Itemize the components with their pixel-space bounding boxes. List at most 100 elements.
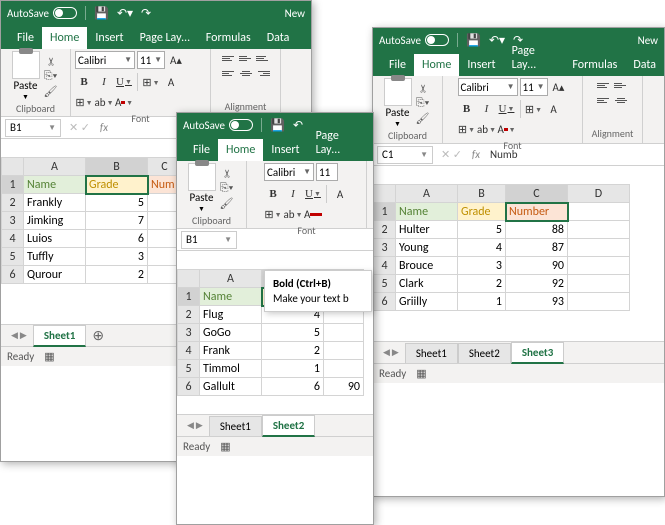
autosave-toggle[interactable] xyxy=(53,7,77,19)
font-color-button[interactable]: A xyxy=(304,205,322,223)
align-left-icon[interactable] xyxy=(221,66,237,80)
tab-insert[interactable]: Insert xyxy=(459,54,503,76)
save-icon[interactable]: 💾 xyxy=(94,6,109,21)
copy-icon[interactable]: ⎘▾ xyxy=(218,181,236,195)
fn-buttons[interactable]: ✕ ✓ xyxy=(65,121,94,134)
cut-icon[interactable]: ✂ xyxy=(414,81,432,95)
tab-pagelayout[interactable]: Page Lay… xyxy=(132,27,198,49)
redo-icon[interactable]: ↷ xyxy=(141,6,151,21)
undo-icon[interactable]: ↶▾ xyxy=(117,6,133,21)
fx-icon[interactable]: fx xyxy=(466,148,486,161)
format-painter-icon[interactable]: 🖌 xyxy=(218,196,236,210)
font-name-select[interactable]: Calibri▼ xyxy=(458,78,518,96)
tab-formulas[interactable]: Formulas xyxy=(564,54,625,76)
tab-pagelayout[interactable]: Page Lay… xyxy=(504,40,565,76)
cut-icon[interactable]: ✂ xyxy=(218,166,236,180)
font-color-button[interactable]: A▼ xyxy=(115,93,133,111)
tab-home[interactable]: Home xyxy=(218,139,263,161)
tab-home[interactable]: Home xyxy=(414,54,459,76)
bold-button[interactable]: B xyxy=(264,185,282,203)
paste-button[interactable]: Paste ▼ xyxy=(12,51,40,101)
save-icon[interactable]: 💾 xyxy=(270,118,285,133)
tab-file[interactable]: File xyxy=(185,139,218,161)
highlight-button[interactable]: ab▼ xyxy=(284,205,302,223)
name-box[interactable]: B1▼ xyxy=(5,119,61,137)
excel-window-2: AutoSave 💾 ↶ File Home Insert Page Lay… … xyxy=(176,112,374,525)
nav-prev-icon[interactable]: ◀ xyxy=(11,330,18,341)
font-name-select[interactable]: Calibri▼ xyxy=(75,51,135,69)
autosave[interactable]: AutoSave xyxy=(183,119,253,132)
underline-button[interactable]: U▼ xyxy=(115,73,133,91)
tab-pagelayout[interactable]: Page Lay… xyxy=(308,125,373,161)
paste-icon xyxy=(12,51,40,79)
undo-icon[interactable]: ↶ xyxy=(293,118,303,133)
cell-b1[interactable]: Grade xyxy=(86,176,148,194)
cut-icon[interactable]: ✂ xyxy=(42,54,60,68)
tab-insert[interactable]: Insert xyxy=(87,27,131,49)
italic-button[interactable]: I xyxy=(95,73,113,91)
border-button[interactable]: ⊞▼ xyxy=(525,100,543,118)
font-a-button[interactable]: A xyxy=(545,100,563,118)
bold-button[interactable]: B xyxy=(458,100,476,118)
border-button[interactable]: ⊞▼ xyxy=(142,73,160,91)
tab-data[interactable]: Data xyxy=(625,54,664,76)
cell-a1[interactable]: Name xyxy=(24,176,86,194)
borders2-icon[interactable]: ⊞▼ xyxy=(264,205,282,223)
align-right-icon[interactable] xyxy=(255,66,271,80)
tab-home[interactable]: Home xyxy=(42,27,87,49)
font-a-button[interactable]: A xyxy=(331,185,349,203)
copy-icon[interactable]: ⎘▾ xyxy=(42,69,60,83)
font-size-select[interactable]: 11 xyxy=(316,163,338,181)
underline-button[interactable]: U▼ xyxy=(304,185,322,203)
sheet-tab-sheet3[interactable]: Sheet3 xyxy=(511,342,565,364)
tab-file[interactable]: File xyxy=(9,27,42,49)
font-size-select[interactable]: 11▼ xyxy=(137,51,165,69)
ribbon-tabs: File Home Insert Page Lay… Formulas Data xyxy=(1,25,311,49)
fx-icon[interactable]: fx xyxy=(94,121,114,134)
align-middle-icon[interactable] xyxy=(238,51,254,65)
tab-data[interactable]: Data xyxy=(259,27,298,49)
paste-button[interactable]: Paste▼ xyxy=(384,78,412,128)
add-sheet-button[interactable]: ⊕ xyxy=(86,327,110,344)
paste-button[interactable]: Paste▼ xyxy=(188,163,216,213)
save-icon[interactable]: 💾 xyxy=(466,33,481,48)
highlight-button[interactable]: ab▼ xyxy=(478,120,496,138)
sheet-tab-sheet1[interactable]: Sheet1 xyxy=(33,325,87,347)
name-box[interactable]: C1▼ xyxy=(377,146,433,164)
tab-insert[interactable]: Insert xyxy=(263,139,307,161)
bold-button[interactable]: B xyxy=(75,73,93,91)
name-box[interactable]: B1▼ xyxy=(181,231,237,249)
format-painter-icon[interactable]: 🖌 xyxy=(42,84,60,98)
sheet-tab-sheet1[interactable]: Sheet1 xyxy=(405,343,458,363)
font-color-button[interactable]: A▼ xyxy=(498,120,516,138)
align-bottom-icon[interactable] xyxy=(255,51,271,65)
underline-button[interactable]: U▼ xyxy=(498,100,516,118)
font-name-select[interactable]: Calibri▼ xyxy=(264,163,314,181)
italic-button[interactable]: I xyxy=(478,100,496,118)
highlight-button[interactable]: ab▼ xyxy=(95,93,113,111)
nav-next-icon[interactable]: ▶ xyxy=(20,330,27,341)
borders2-icon[interactable]: ⊞▼ xyxy=(75,93,93,111)
copy-icon[interactable]: ⎘▾ xyxy=(414,96,432,110)
autosave[interactable]: AutoSave xyxy=(379,34,449,47)
borders2-icon[interactable]: ⊞▼ xyxy=(458,120,476,138)
autosave[interactable]: AutoSave xyxy=(7,7,77,20)
align-center-icon[interactable] xyxy=(238,66,254,80)
grid[interactable]: ABCD 1 Name Grade Number 2Hulter588 3You… xyxy=(373,184,664,311)
font-a-button[interactable]: A xyxy=(162,73,180,91)
sheet-tab-sheet2[interactable]: Sheet2 xyxy=(458,343,511,363)
record-macro-icon[interactable]: ▦ xyxy=(220,440,230,453)
sheet-tab-sheet2[interactable]: Sheet2 xyxy=(262,415,316,437)
font-size-select[interactable]: 11▼ xyxy=(520,78,548,96)
italic-button[interactable]: I xyxy=(284,185,302,203)
record-macro-icon[interactable]: ▦ xyxy=(416,367,426,380)
grow-font-icon[interactable]: A▴ xyxy=(167,51,185,69)
tab-file[interactable]: File xyxy=(381,54,414,76)
record-macro-icon[interactable]: ▦ xyxy=(44,350,54,363)
align-top-icon[interactable] xyxy=(221,51,237,65)
format-painter-icon[interactable]: 🖌 xyxy=(414,111,432,125)
ribbon: Paste ▼ ✂ ⎘▾ 🖌 Clipboard Calibri▼ 11▼ A▴ xyxy=(1,49,311,117)
grow-font-icon[interactable]: A▴ xyxy=(550,78,568,96)
sheet-tab-sheet1[interactable]: Sheet1 xyxy=(209,416,262,436)
tab-formulas[interactable]: Formulas xyxy=(198,27,259,49)
